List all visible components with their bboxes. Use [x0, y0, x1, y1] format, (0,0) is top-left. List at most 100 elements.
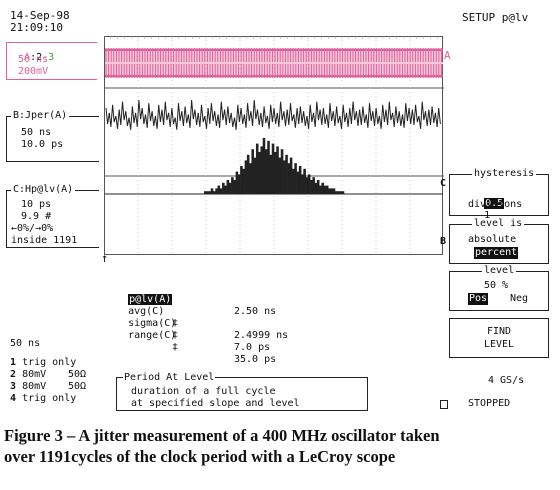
histogram-bar — [210, 188, 214, 194]
measurement-row[interactable]: p@lv(A) 2.50 ns — [104, 282, 344, 317]
trace-c-line1: 10 ps — [21, 199, 52, 210]
time-label: 21:09:10 — [10, 21, 63, 34]
histogram-bar — [237, 174, 241, 194]
histogram-bar — [334, 191, 338, 194]
histogram-bar — [228, 182, 232, 194]
status-label: STOPPED — [468, 398, 511, 409]
level-neg-option[interactable]: Neg — [510, 293, 529, 304]
trace-a-channels[interactable]: A:2-3 — [24, 52, 55, 63]
channel-impedance: 50Ω — [68, 369, 87, 380]
figure-caption: Figure 3 – A jitter measurement of a 400… — [4, 425, 556, 467]
histogram-bar — [303, 168, 306, 194]
channel-row[interactable]: 4 trig only — [10, 393, 76, 405]
level-menu[interactable]: level 50 % Pos Neg — [449, 265, 549, 311]
measurement-row: avg(C) ‡ 2.4999 ns — [104, 294, 344, 341]
histogram-bar — [339, 191, 343, 194]
histogram-bar — [280, 149, 284, 194]
measurement-icon: ‡ — [172, 342, 179, 353]
histogram-bar — [298, 166, 302, 194]
histogram-bar — [204, 191, 207, 194]
channel-text: 80mV — [22, 381, 47, 392]
histogram-bar — [278, 157, 282, 194]
histogram-bar — [251, 149, 254, 194]
hysteresis-menu[interactable]: hysteresis 0.5 1 2 5 divisions — [449, 168, 549, 245]
measurement-value: 2.50 ns — [234, 306, 277, 317]
hysteresis-option[interactable]: 1 — [484, 210, 491, 221]
bottom-timebase: 50 ns — [10, 338, 41, 349]
find-level-line2: LEVEL — [483, 339, 515, 350]
measurement-value: 7.0 ps — [234, 342, 271, 353]
channel-row[interactable]: 3 80mV 50Ω — [10, 381, 86, 393]
histogram-bar — [246, 154, 250, 194]
find-level-line1: FIND — [486, 326, 512, 337]
channel-text: trig only — [22, 357, 77, 368]
histogram-bar — [330, 188, 334, 194]
histogram-bar — [260, 146, 264, 194]
histogram-bar — [264, 149, 268, 194]
measurement-name-selected: p@lv(A) — [128, 294, 173, 305]
level-is-absolute[interactable]: absolute — [468, 234, 517, 245]
hysteresis-option-selected[interactable]: 0.5 — [484, 198, 505, 209]
level-is-percent[interactable]: percent — [474, 247, 519, 259]
histogram-bar — [287, 163, 291, 194]
trace-a-volts: 200mV — [18, 66, 49, 77]
histogram-bar — [289, 157, 293, 194]
histogram-bar — [321, 182, 324, 194]
channel-list: 1 trig only 2 80mV 50Ω 3 80mV 50Ω 4 trig o… — [10, 357, 86, 405]
histogram-bar — [294, 163, 297, 194]
trigger-arrow-icon: ↑ — [101, 251, 109, 265]
channel-number: 2 — [10, 369, 17, 380]
histogram-bar — [215, 188, 218, 194]
measurement-icon: ‡ — [172, 318, 179, 329]
channel-row[interactable]: 2 80mV 50Ω — [10, 369, 86, 381]
histogram-bar — [323, 185, 327, 194]
histogram-bar — [240, 166, 243, 194]
trace-b-box[interactable]: B:Jper(A) 50 ns 10.0 ps — [6, 110, 99, 162]
level-pos-option[interactable]: Pos — [468, 293, 489, 305]
channel-row[interactable]: 1 trig only — [10, 357, 76, 369]
trace-c-histogram — [105, 138, 443, 195]
channel-number: 1 — [10, 357, 17, 368]
histogram-bar — [325, 185, 329, 194]
histogram-bar — [332, 188, 336, 194]
measurement-icon: ‡ — [172, 330, 179, 341]
trace-a-bracket — [6, 42, 97, 80]
trace-3-label: 3 — [48, 52, 55, 63]
level-title: level — [482, 265, 517, 277]
find-level-button[interactable]: FIND LEVEL — [449, 318, 549, 358]
trace-b-marker: B — [440, 236, 447, 247]
channel-impedance: 50Ω — [68, 381, 87, 392]
trace-b-waveform — [105, 99, 441, 130]
histogram-bar — [276, 146, 279, 194]
trace-c-marker: C — [440, 178, 447, 189]
info-box-line1: duration of a full cycle — [131, 386, 276, 397]
channel-number: 4 — [10, 393, 17, 404]
status-checkbox-icon — [440, 400, 448, 409]
histogram-bar — [224, 185, 227, 194]
histogram-bar — [337, 191, 340, 194]
histogram-bar — [341, 191, 345, 194]
histogram-bar — [305, 177, 309, 194]
histogram-bar — [231, 177, 234, 194]
histogram-bar — [244, 160, 248, 194]
channel-text: trig only — [22, 393, 77, 404]
trace-c-box[interactable]: C:Hp@lv(A) 10 ps 9.9 # ←0%/→0% inside 11… — [6, 184, 99, 248]
date-label: 14-Sep-98 — [10, 9, 70, 22]
histogram-bar — [319, 185, 322, 194]
measurement-name: range(C) — [128, 330, 177, 341]
caption-line1: Figure 3 – A jitter measurement of a 400… — [4, 426, 440, 445]
histogram-bar — [235, 171, 239, 194]
channel-text: 80mV — [22, 369, 47, 380]
histogram-bar — [312, 177, 315, 194]
scope-display — [104, 36, 444, 256]
histogram-bar — [285, 154, 288, 194]
histogram-bar — [283, 160, 286, 194]
measurement-row: range(C) ‡ 35.0 ps — [104, 318, 344, 365]
histogram-bar — [292, 168, 295, 194]
level-is-menu[interactable]: level is absolute percent — [449, 218, 549, 264]
info-box-line2: at specified slope and level — [131, 398, 300, 409]
trace-c-line2: 9.9 # — [21, 211, 52, 222]
setup-label: SETUP p@lv — [462, 11, 529, 24]
info-box-title: Period At Level — [123, 372, 216, 384]
histogram-bar — [307, 174, 311, 194]
